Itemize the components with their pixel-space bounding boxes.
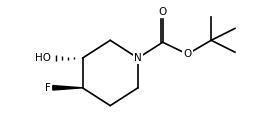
Text: O: O bbox=[159, 7, 167, 17]
Text: O: O bbox=[183, 49, 192, 59]
Polygon shape bbox=[53, 86, 83, 90]
Text: N: N bbox=[134, 53, 142, 63]
Text: HO: HO bbox=[35, 53, 51, 63]
Text: F: F bbox=[45, 83, 51, 93]
